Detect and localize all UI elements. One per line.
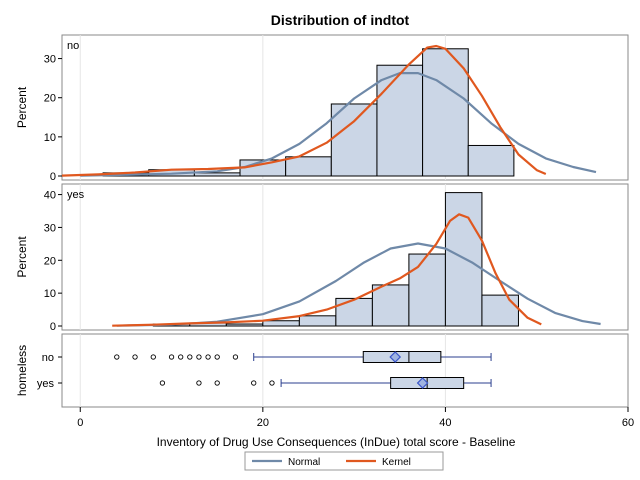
outlier-point [132,354,138,360]
boxplot-panel: homeless no yes [15,333,629,408]
legend-label: Normal [288,457,320,468]
histogram-bar [422,48,469,177]
y-tick-label: 0 [50,171,56,183]
boxplot-no: no [42,351,492,364]
histogram-bar [335,297,373,327]
chart-title: Distribution of indtot [271,12,410,28]
histogram-bar [376,64,424,177]
histogram-bar [408,253,446,327]
y-tick-label: 40 [44,190,56,202]
y-tick-label: 30 [44,222,56,234]
legend-entry-kernel: Kernel [346,457,411,468]
legend-frame [244,451,444,471]
outlier-point [114,354,120,360]
outlier-point [251,380,257,386]
y-tick-label: 0 [50,321,56,333]
histogram-bar [298,315,337,327]
outlier-point [196,354,202,360]
histogram-bar [371,284,410,327]
legend-label: Kernel [382,457,411,468]
outlier-point [269,380,275,386]
mean-marker [389,351,402,363]
y-tick-label: 20 [44,255,56,267]
boxplot-yes: yes [37,377,492,390]
x-axis: 0 20 40 60 [77,407,634,429]
mean-marker [416,377,429,389]
kernel-curve [61,44,547,177]
outlier-point [159,380,166,386]
x-tick-label: 40 [439,417,451,429]
y-tick-label: 30 [44,54,56,66]
panel-frame [61,333,629,408]
panel-homeless-no: 0 10 20 30 Percent no [15,34,629,183]
legend: Normal Kernel [244,451,444,471]
x-axis-label: Inventory of Drug Use Consequences (InDu… [157,435,516,449]
outlier-point [214,354,220,360]
y-tick-label: 10 [44,132,56,144]
x-tick-label: 20 [257,417,269,429]
histogram-bar [467,144,515,177]
y-axis-label: Percent [15,86,29,128]
outlier-point [214,380,220,386]
outlier-point [196,380,202,386]
panel-homeless-yes: 0 10 20 30 40 Percent yes [15,183,629,333]
y-tick-label: 10 [44,288,56,300]
boxplot-category-label: no [42,352,54,364]
histogram-bar [193,172,241,177]
outlier-point [168,354,175,360]
histogram-bar [481,294,519,327]
histogram-bar [262,320,300,327]
histogram-bar [285,156,332,177]
boxplot-category-label: yes [37,378,55,390]
histogram-bar [330,103,378,177]
y-tick-label: 20 [44,93,56,105]
x-tick-label: 0 [77,417,83,429]
panel-label: no [67,40,79,52]
kernel-curve [112,213,542,327]
outlier-point [178,354,184,360]
boxplot-axis-label: homeless [15,345,29,396]
histogram-bar [225,323,264,327]
outlier-point [232,354,239,360]
legend-entry-normal: Normal [252,457,320,468]
outlier-point [187,354,193,360]
normal-curve [116,242,601,327]
normal-curve [80,72,597,177]
box [362,351,442,363]
y-axis-label: Percent [15,236,29,278]
outlier-point [150,354,156,360]
outlier-point [205,354,211,360]
panel-label: yes [67,189,85,201]
x-tick-label: 60 [622,417,634,429]
